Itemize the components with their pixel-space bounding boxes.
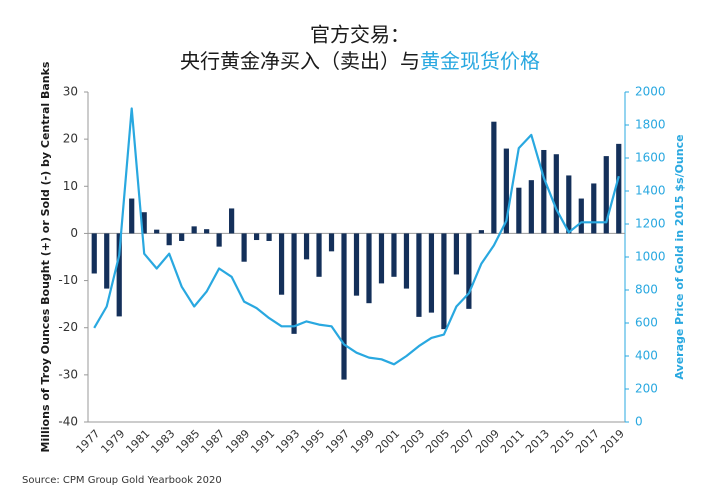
bar <box>403 233 410 289</box>
bar <box>616 143 622 234</box>
x-tick-label: 2017 <box>573 427 602 456</box>
bar <box>129 198 135 234</box>
bar <box>341 233 347 380</box>
x-tick-label: 2013 <box>523 427 552 456</box>
y2-tick-label: 1800 <box>635 118 666 132</box>
bar <box>528 180 534 234</box>
x-tick-label: 1989 <box>223 427 252 456</box>
bar <box>316 233 322 277</box>
y-tick-label: -20 <box>58 320 78 334</box>
bar <box>603 156 609 234</box>
bar <box>191 226 197 234</box>
x-tick-label: 2003 <box>398 427 427 456</box>
y2-tick-label: 200 <box>635 382 658 396</box>
x-tick-label: 1999 <box>348 427 377 456</box>
title-part: 央行黄金净买入（卖出）与 <box>180 49 420 73</box>
bar <box>104 233 110 289</box>
x-tick-label: 1995 <box>298 427 327 456</box>
x-tick-label: 1987 <box>198 427 227 456</box>
bar <box>566 175 572 234</box>
bar <box>241 233 247 262</box>
bar <box>428 233 435 313</box>
y-tick-label: 0 <box>70 226 78 240</box>
y-tick-label: 30 <box>63 85 78 99</box>
bar <box>266 233 272 241</box>
bar <box>91 233 97 274</box>
title-highlight: 黄金现货价格 <box>420 49 540 73</box>
x-tick-label: 1979 <box>98 427 127 456</box>
x-tick-label: 2005 <box>423 427 452 456</box>
bar <box>141 212 147 234</box>
y2-tick-label: 1200 <box>635 217 666 231</box>
x-tick-label: 2001 <box>373 427 402 456</box>
y2-tick-label: 1600 <box>635 151 666 165</box>
bar <box>478 230 484 234</box>
y2-tick-label: 0 <box>635 415 643 429</box>
bar <box>541 149 547 234</box>
y-axis-label: Millions of Troy Ounces Bought (+) or So… <box>39 61 52 452</box>
bar <box>553 154 559 234</box>
bar <box>278 233 285 295</box>
y-tick-label: -40 <box>58 415 78 429</box>
bar <box>491 121 497 234</box>
y-tick-label: 10 <box>63 179 78 193</box>
bar <box>416 233 422 317</box>
bar <box>303 233 310 260</box>
x-tick-label: 1993 <box>273 427 302 456</box>
x-tick-label: 2015 <box>548 427 577 456</box>
bar <box>391 233 397 277</box>
y2-tick-label: 400 <box>635 349 658 363</box>
x-tick-label: 1977 <box>73 427 102 456</box>
x-tick-label: 1991 <box>248 427 277 456</box>
y2-tick-label: 600 <box>635 316 658 330</box>
bar <box>353 233 360 296</box>
bar <box>291 233 297 334</box>
chart-title: 官方交易： <box>310 23 410 47</box>
x-tick-label: 2009 <box>473 427 502 456</box>
bar <box>166 233 172 246</box>
y2-tick-label: 1000 <box>635 250 666 264</box>
bar <box>216 233 222 247</box>
bar <box>116 233 122 317</box>
x-tick-label: 1985 <box>173 427 202 456</box>
source: Source: CPM Group Gold Yearbook 2020 <box>22 475 222 486</box>
bar <box>366 233 372 304</box>
bar <box>441 233 447 330</box>
bar <box>179 233 185 241</box>
x-tick-label: 1997 <box>323 427 352 456</box>
bar <box>378 233 385 284</box>
y-tick-label: -10 <box>58 273 78 287</box>
y2-axis-label: Average Price of Gold in 2015 $s/Ounce <box>673 134 686 379</box>
bar <box>154 229 160 234</box>
y-tick-label: 20 <box>63 132 78 146</box>
bar <box>453 233 460 275</box>
bar <box>466 233 472 309</box>
bar <box>591 183 597 234</box>
bar <box>204 229 210 234</box>
bar <box>328 233 335 252</box>
bar <box>253 233 260 241</box>
bar <box>229 208 235 234</box>
bar <box>578 198 584 234</box>
x-tick-label: 2011 <box>498 427 527 456</box>
x-tick-label: 1981 <box>123 427 152 456</box>
y2-tick-label: 2000 <box>635 85 666 99</box>
y2-tick-label: 1400 <box>635 184 666 198</box>
x-tick-label: 1983 <box>148 427 177 456</box>
y-tick-label: -30 <box>58 367 78 381</box>
chart-title: 央行黄金净买入（卖出）与黄金现货价格 <box>180 49 540 73</box>
bar <box>516 187 522 234</box>
x-tick-label: 2007 <box>448 427 477 456</box>
bar <box>503 148 509 234</box>
price-line <box>93 107 620 366</box>
x-tick-label: 2019 <box>598 427 627 456</box>
y2-tick-label: 800 <box>635 283 658 297</box>
